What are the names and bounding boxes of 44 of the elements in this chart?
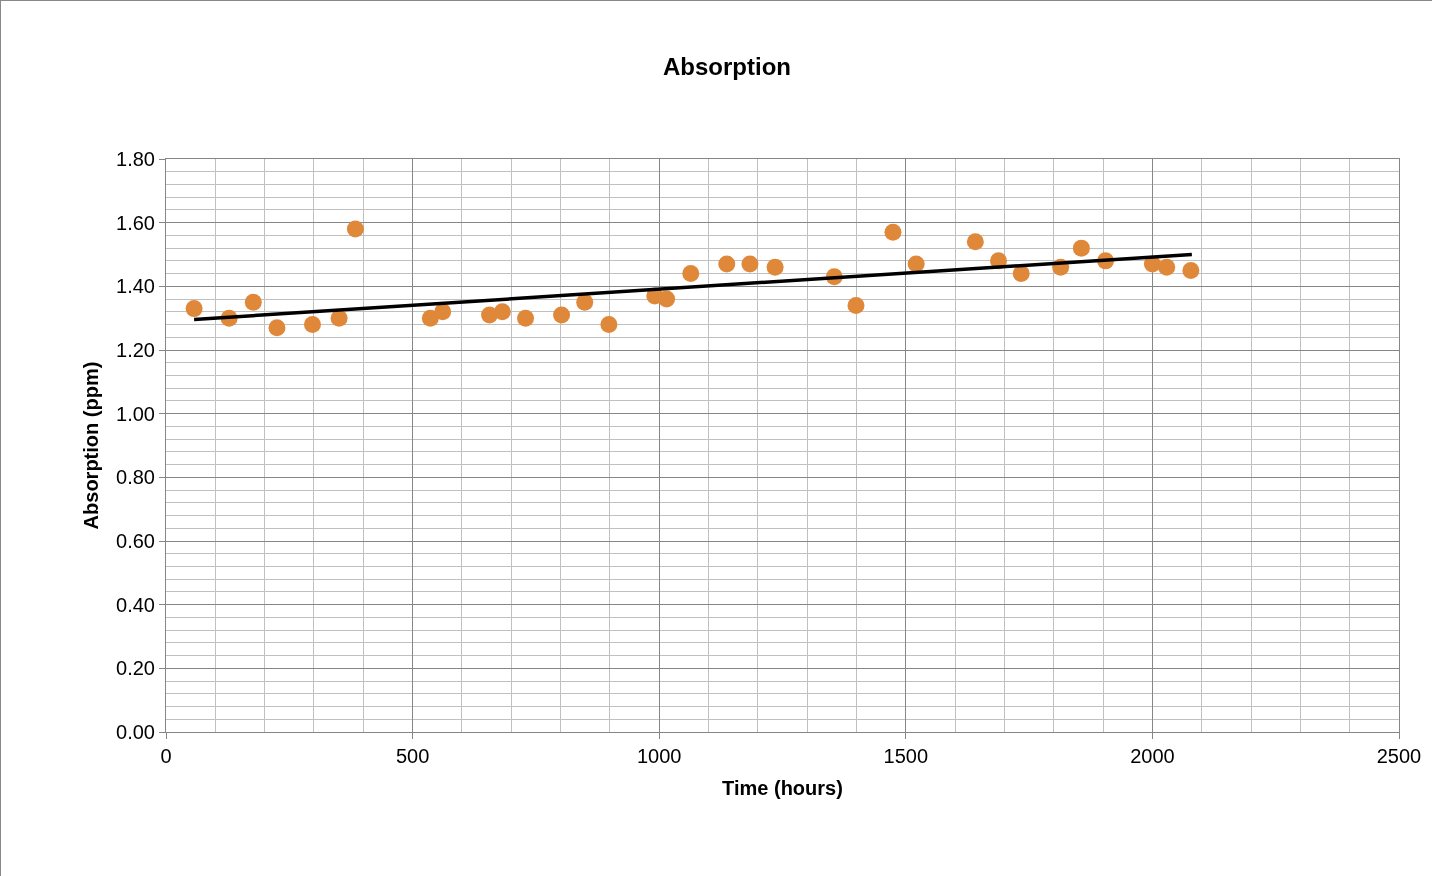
y-tick-label: 0.60 <box>116 530 155 552</box>
y-tick-label: 0.00 <box>116 721 155 743</box>
x-tick-label: 0 <box>160 745 172 767</box>
x-tick-label: 2500 <box>1376 745 1422 767</box>
point <box>1182 261 1200 279</box>
point <box>1158 258 1176 276</box>
point <box>346 220 364 238</box>
point <box>185 300 203 318</box>
point <box>658 290 676 308</box>
point <box>268 319 286 337</box>
point <box>434 303 452 321</box>
x-tick-label: 2000 <box>1130 745 1175 767</box>
point <box>1012 265 1030 283</box>
point <box>1072 239 1090 257</box>
point <box>847 296 865 314</box>
point <box>718 255 736 273</box>
y-tick-label: 0.80 <box>116 466 155 489</box>
point <box>493 303 511 321</box>
y-tick-label: 1.40 <box>116 275 155 298</box>
y-tick-label: 0.40 <box>116 593 155 616</box>
y-tick-label: 1.80 <box>116 148 155 170</box>
point <box>907 255 925 273</box>
x-axis-title: Time (hours) <box>722 776 843 799</box>
y-tick-label: 1.60 <box>116 211 155 234</box>
x-tick-label: 1000 <box>636 745 682 767</box>
point <box>576 293 594 311</box>
x-tick-label: 500 <box>395 745 430 767</box>
point <box>553 306 571 324</box>
point <box>330 309 348 327</box>
chart-title: Absorption <box>663 52 792 80</box>
x-tick-label: 1500 <box>883 745 929 767</box>
y-tick-label: 0.20 <box>116 657 155 680</box>
point <box>884 223 902 241</box>
point <box>244 293 262 311</box>
y-tick-label: 1.00 <box>116 402 155 425</box>
point <box>517 309 535 327</box>
y-tick-label: 1.20 <box>116 339 155 361</box>
point <box>966 233 984 251</box>
point <box>682 265 700 283</box>
point <box>303 316 321 334</box>
point <box>766 258 784 276</box>
y-axis-title: Absorption (ppm) <box>79 361 102 530</box>
point <box>741 255 759 273</box>
point <box>600 316 618 334</box>
